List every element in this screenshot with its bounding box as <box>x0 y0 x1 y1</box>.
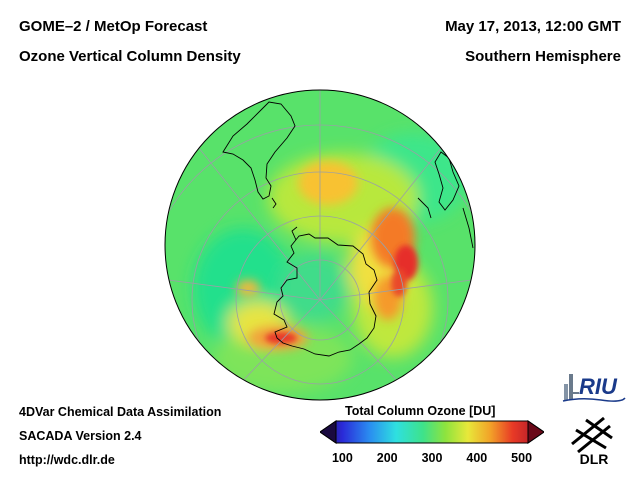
colorbar-tick-label: 100 <box>331 451 353 465</box>
globe-outline <box>164 89 476 401</box>
colorbar-tick-label: 200 <box>376 451 398 465</box>
colorbar-title: Total Column Ozone [DU] <box>345 404 496 418</box>
coastlines <box>222 101 474 357</box>
title-instrument: GOME–2 / MetOp Forecast <box>19 18 208 35</box>
ozone-field <box>165 90 475 400</box>
colorbar-tick-label: 300 <box>421 451 443 465</box>
ozone-map <box>164 89 476 401</box>
dlr-logo-text: DLR <box>580 451 609 466</box>
title-hemisphere: Southern Hemisphere <box>465 48 621 65</box>
footer-line-method: 4DVar Chemical Data Assimilation <box>19 405 222 419</box>
riu-logo-text: RIU <box>579 374 618 399</box>
colorbar <box>320 420 544 444</box>
colorbar-over-arrow <box>527 420 544 444</box>
colorbar-tick-label: 500 <box>511 451 533 465</box>
colorbar-under-arrow <box>320 420 337 444</box>
title-quantity: Ozone Vertical Column Density <box>19 48 241 65</box>
dlr-emblem-icon <box>571 416 613 454</box>
title-datetime: May 17, 2013, 12:00 GMT <box>445 18 621 35</box>
dlr-logo: DLR <box>571 416 613 466</box>
footer-line-url: http://wdc.dlr.de <box>19 453 115 467</box>
colorbar-tick-label: 400 <box>466 451 488 465</box>
riu-logo: RIU <box>562 374 626 402</box>
footer-line-version: SACADA Version 2.4 <box>19 429 142 443</box>
